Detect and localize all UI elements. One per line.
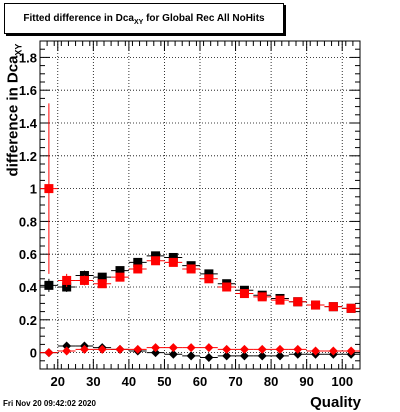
series-2-point: [257, 351, 267, 361]
series-3-point: [168, 343, 178, 353]
series-3-point: [186, 343, 196, 353]
series-2-point: [275, 351, 285, 361]
plot-frame: [39, 40, 361, 370]
series-2-point: [168, 349, 178, 359]
chart-title: Fitted difference in DcaXY for Global Re…: [5, 13, 283, 26]
series-3-point: [328, 346, 338, 356]
series-1-point: [204, 274, 214, 284]
series-1-point: [275, 295, 285, 305]
series-3-point: [204, 343, 214, 353]
series-1-point: [239, 289, 249, 299]
x-tick-label: 20: [51, 374, 65, 389]
series-3-point: [133, 344, 143, 354]
series-1-point: [222, 282, 232, 292]
y-tick-label: 1.2: [19, 149, 37, 164]
chart-title-box: Fitted difference in DcaXY for Global Re…: [4, 3, 284, 34]
series-3-point: [239, 344, 249, 354]
series-3-point: [79, 344, 89, 354]
series-3-point: [293, 344, 303, 354]
y-tick-label: 0.4: [19, 280, 38, 295]
series-0-point: [168, 252, 178, 262]
series-1-point: [186, 264, 196, 274]
y-tick-label: 1: [30, 182, 37, 197]
series-3-point: [62, 346, 72, 356]
x-tick-label: 50: [157, 374, 171, 389]
series-1-point: [151, 256, 161, 266]
x-axis-title: Quality: [310, 394, 361, 411]
x-tick-label: 70: [228, 374, 242, 389]
x-tick-label: 80: [264, 374, 278, 389]
series-1-point: [44, 184, 54, 194]
y-tick-label: 0.8: [19, 214, 37, 229]
x-tick-label: 60: [193, 374, 207, 389]
y-tick-label: 0.2: [19, 313, 37, 328]
datestamp: Fri Nov 20 09:42:02 2020: [3, 399, 96, 408]
series-0-point: [97, 272, 107, 282]
series-3-point: [346, 346, 356, 356]
y-tick-label: 1.4: [19, 116, 38, 131]
series-2-point: [62, 341, 72, 351]
series-0-point: [133, 257, 143, 267]
y-axis-title-main: difference in Dca: [4, 55, 22, 177]
series-1-point: [311, 300, 321, 310]
series-1-point: [328, 302, 338, 312]
series-1-point: [115, 272, 125, 282]
series-2-point: [186, 351, 196, 361]
series-1-point: [293, 297, 303, 307]
series-1-point: [97, 279, 107, 289]
series-2-point: [239, 351, 249, 361]
series-0-point: [44, 280, 54, 290]
series-1-point: [133, 264, 143, 274]
series-3-point: [97, 344, 107, 354]
chart-title-subscript: XY: [133, 19, 144, 26]
series-3-point: [257, 344, 267, 354]
x-tick-label: 40: [122, 374, 136, 389]
series-1-point: [257, 292, 267, 302]
series-2-point: [293, 349, 303, 359]
y-tick-label: 0.6: [19, 247, 37, 262]
chart-title-main: Fitted difference in Dca: [23, 13, 134, 24]
series-0-point: [204, 269, 214, 279]
series-2-point: [222, 351, 232, 361]
series-3-point: [44, 348, 54, 358]
series-2-point: [151, 348, 161, 358]
series-3-point: [311, 346, 321, 356]
series-1-point: [346, 303, 356, 313]
y-axis-title-subscript: XY: [13, 43, 24, 56]
y-axis-title: difference in DcaXY: [5, 44, 24, 177]
series-3-point: [115, 344, 125, 354]
y-tick-label: 1.6: [19, 83, 37, 98]
y-tick-label: 0: [30, 346, 37, 361]
series-1-point: [168, 257, 178, 267]
series-3-point: [222, 344, 232, 354]
series-1-point: [79, 275, 89, 285]
series-1-point: [62, 275, 72, 285]
series-0-point: [151, 251, 161, 261]
series-3-point: [151, 343, 161, 353]
series-0-point: [115, 266, 125, 276]
series-3-point: [275, 344, 285, 354]
chart-title-rest: for Global Rec All NoHits: [143, 13, 265, 24]
x-tick-label: 90: [299, 374, 313, 389]
x-tick-label: 30: [86, 374, 100, 389]
series-2-point: [204, 353, 214, 363]
x-tick-label: 100: [331, 374, 353, 389]
y-tick-label: 1.8: [19, 50, 37, 65]
